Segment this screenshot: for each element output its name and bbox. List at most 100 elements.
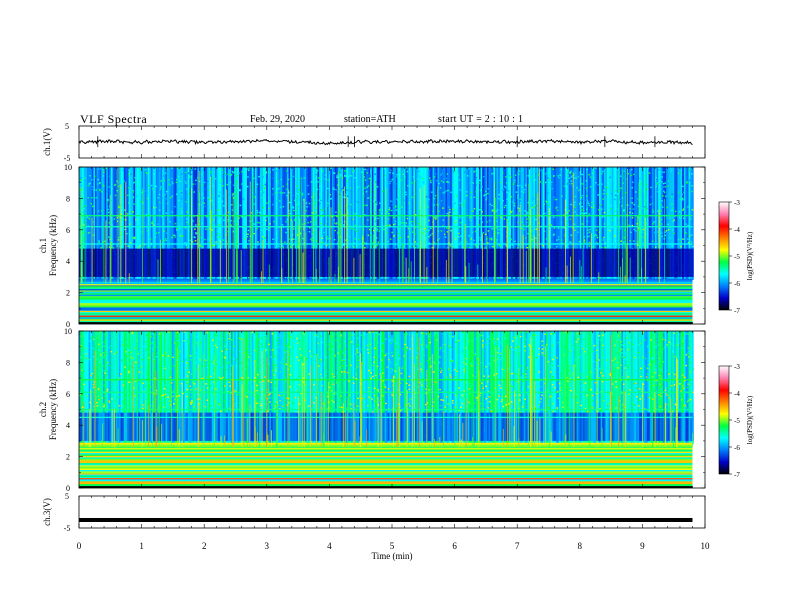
heatmap-cell: [186, 331, 189, 445]
heatmap-cell: [591, 331, 593, 445]
heatmap-cell: [616, 167, 619, 281]
heatmap-cell: [459, 235, 462, 237]
heatmap-cell: [363, 336, 366, 339]
heatmap-cell: [285, 363, 288, 366]
heatmap-cell: [253, 349, 256, 352]
sferic-streak: [413, 179, 415, 284]
heatmap-cell: [231, 248, 233, 277]
heatmap-cell: [489, 203, 492, 206]
heatmap-cell: [536, 331, 539, 445]
heatmap-cell: [671, 167, 673, 281]
heatmap-cell: [414, 214, 417, 216]
heatmap-cell: [279, 218, 282, 220]
heatmap-cell: [421, 331, 424, 445]
heatmap-cell: [673, 219, 675, 221]
heatmap-cell: [555, 207, 557, 209]
heatmap-cell: [298, 375, 300, 378]
heatmap-cell: [154, 218, 156, 220]
heatmap-cell: [450, 376, 452, 378]
heatmap-cell: [171, 195, 174, 197]
heatmap-cell: [271, 167, 273, 281]
heatmap-cell: [594, 368, 597, 370]
heatmap-cell: [119, 237, 122, 240]
sferic-streak: [539, 168, 540, 284]
heatmap-cell: [474, 167, 477, 281]
heatmap-cell: [443, 175, 446, 177]
heatmap-cell: [664, 234, 667, 237]
heatmap-cell: [597, 209, 600, 211]
heatmap-cell: [677, 191, 680, 193]
heatmap-cell: [325, 167, 328, 281]
heatmap-cell: [608, 248, 611, 277]
heatmap-cell: [640, 331, 643, 445]
heatmap-cell: [437, 331, 440, 445]
heatmap-cell: [152, 360, 155, 363]
heatmap-cell: [501, 205, 504, 207]
heatmap-cell: [143, 167, 145, 281]
heatmap-cell: [499, 244, 502, 247]
heatmap-cell: [610, 248, 613, 277]
heatmap-cell: [491, 245, 494, 248]
heatmap-cell: [440, 331, 443, 445]
heatmap-cell: [333, 238, 336, 241]
heatmap-cell: [256, 392, 259, 395]
heatmap-cell: [142, 193, 144, 196]
heatmap-cell: [485, 193, 488, 196]
heatmap-cell: [167, 179, 169, 182]
heatmap-cell: [490, 331, 493, 445]
heatmap-cell: [329, 386, 331, 389]
heatmap-cell: [408, 388, 411, 390]
heatmap-cell: [666, 167, 669, 281]
heatmap-cell: [602, 277, 604, 279]
heatmap-cell: [501, 380, 503, 382]
heatmap-cell: [542, 384, 545, 387]
heatmap-cell: [333, 331, 336, 445]
heatmap-cell: [312, 331, 315, 445]
heatmap-cell: [145, 213, 148, 216]
heatmap-cell: [295, 389, 298, 392]
heatmap-cell: [172, 365, 175, 368]
heatmap-cell: [509, 167, 512, 281]
heatmap-cell: [247, 176, 249, 178]
heatmap-cell: [459, 202, 461, 204]
heatmap-cell: [287, 178, 290, 181]
heatmap-cell: [516, 184, 519, 187]
heatmap-cell: [315, 173, 318, 176]
heatmap-cell: [505, 244, 508, 246]
heatmap-cell: [259, 401, 262, 404]
heatmap-cell: [171, 205, 174, 207]
heatmap-cell: [211, 390, 214, 393]
sferic-streak: [313, 192, 315, 284]
heatmap-cell: [512, 207, 515, 210]
heatmap-cell: [687, 167, 689, 281]
heatmap-cell: [492, 355, 494, 357]
heatmap-cell: [619, 331, 622, 445]
heatmap-cell: [375, 237, 378, 239]
heatmap-cell: [193, 406, 195, 408]
heatmap-cell: [573, 229, 576, 231]
heatmap-cell: [573, 223, 576, 225]
heatmap-cell: [275, 331, 278, 445]
heatmap-cell: [150, 386, 152, 388]
heatmap-cell: [95, 189, 97, 191]
heatmap-cell: [674, 331, 677, 445]
heatmap-cell: [658, 169, 660, 171]
heatmap-cell: [286, 183, 289, 185]
heatmap-cell: [470, 362, 472, 365]
heatmap-cell: [88, 248, 91, 277]
heatmap-cell: [363, 214, 366, 216]
heatmap-cell: [301, 194, 304, 196]
heatmap-cell: [79, 294, 693, 297]
heatmap-cell: [681, 199, 684, 201]
heatmap-cell: [262, 191, 265, 193]
heatmap-cell: [108, 236, 110, 238]
heatmap-cell: [194, 228, 196, 230]
heatmap-cell: [445, 167, 448, 281]
heatmap-cell: [138, 167, 141, 281]
heatmap-cell: [670, 203, 673, 206]
heatmap-cell: [649, 203, 652, 206]
heatmap-cell: [276, 180, 279, 183]
heatmap-cell: [452, 211, 455, 214]
heatmap-cell: [362, 237, 364, 240]
heatmap-cell: [293, 238, 295, 240]
